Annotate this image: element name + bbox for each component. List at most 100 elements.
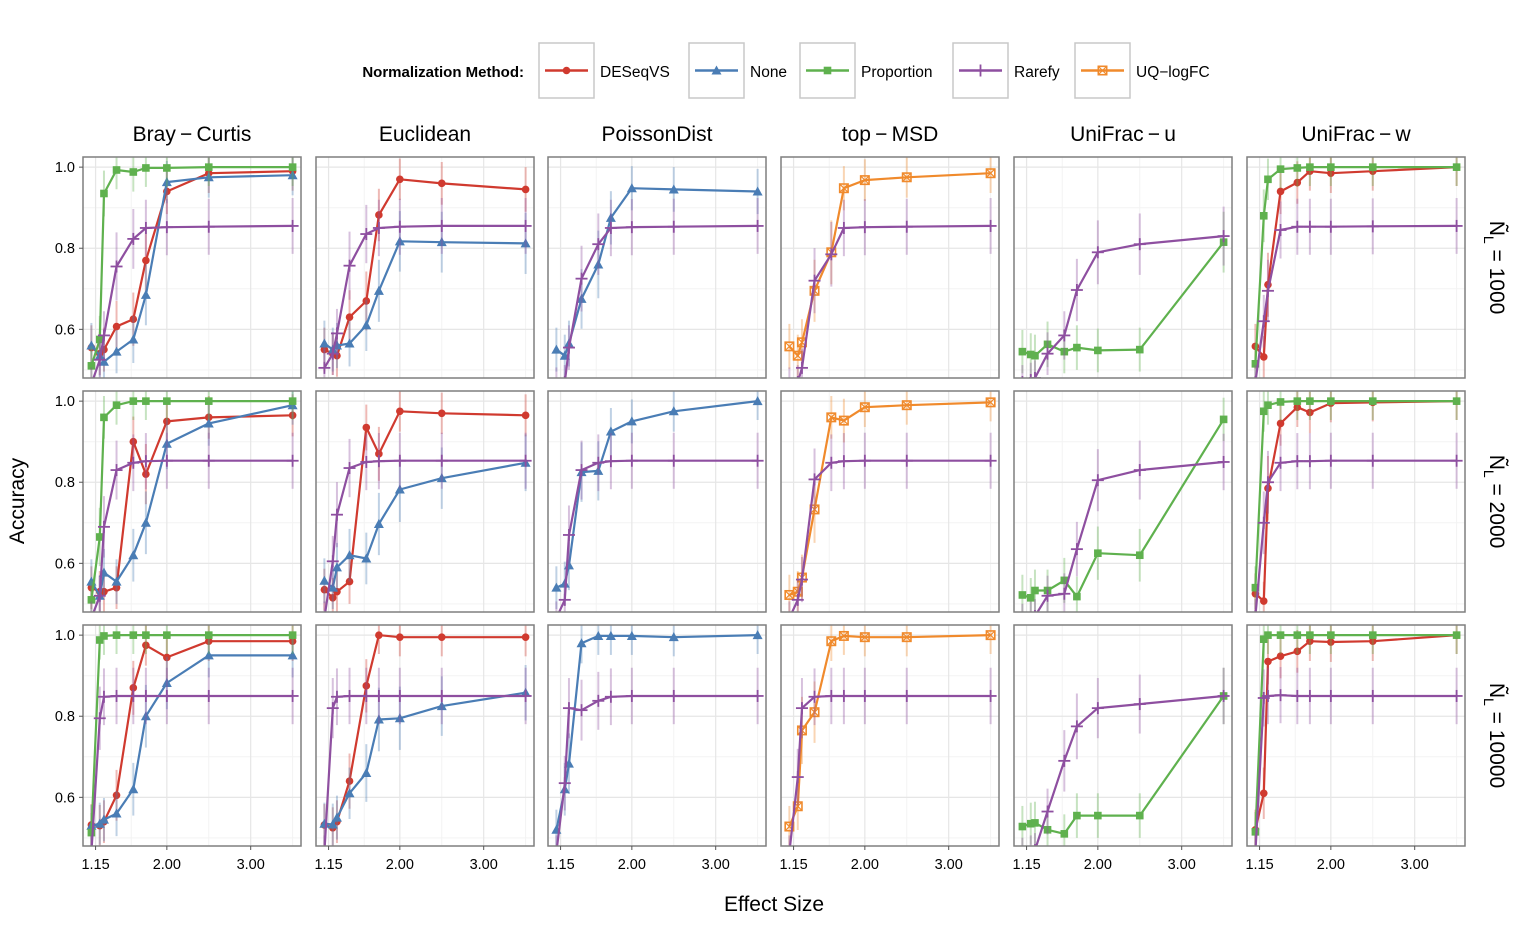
data-point [1041, 805, 1054, 818]
data-point [559, 578, 570, 588]
data-point [625, 221, 638, 234]
data-point [288, 411, 297, 420]
data-point-square [1031, 819, 1039, 827]
legend-label: None [750, 64, 787, 81]
panel-background [316, 391, 534, 612]
data-point [1251, 828, 1260, 836]
data-point-triangle [287, 650, 298, 660]
data-point [1091, 246, 1104, 259]
data-point [394, 484, 405, 494]
data-point-box [901, 400, 912, 411]
data-point [1135, 345, 1144, 354]
panel-r0-c4 [1013, 156, 1233, 379]
data-point [287, 650, 298, 660]
data-point-triangle [373, 714, 384, 724]
data-point-triangle [605, 630, 616, 640]
data-point-circle [142, 256, 150, 265]
data-point [1324, 220, 1337, 233]
data-point [575, 704, 588, 717]
data-point [1274, 223, 1287, 236]
data-point [1026, 819, 1035, 828]
panel-border [1013, 156, 1233, 379]
data-point-box [901, 172, 912, 183]
data-point [1217, 230, 1230, 243]
data-point-box [784, 341, 795, 352]
facet-column-label: PoissonDist [602, 123, 713, 146]
data-point [373, 519, 384, 529]
panel-series [551, 625, 764, 846]
data-point-triangle [436, 473, 447, 483]
y-tick-label: 0.6 [55, 790, 75, 806]
data-point [127, 456, 140, 469]
data-point [626, 416, 637, 426]
data-point [784, 589, 795, 600]
data-point-triangle [128, 784, 139, 794]
data-point [752, 396, 763, 406]
panel-series [86, 391, 299, 612]
data-point [129, 315, 138, 324]
data-point [93, 353, 106, 366]
data-point-square [204, 397, 213, 405]
data-point [435, 219, 448, 232]
data-point [1058, 754, 1071, 767]
data-point [1274, 456, 1287, 469]
data-point-square [112, 631, 121, 639]
data-point [1293, 631, 1302, 639]
data-point [837, 689, 850, 702]
data-point [286, 689, 299, 702]
data-point [901, 172, 912, 183]
data-point [330, 327, 343, 340]
panel-border [1013, 624, 1233, 847]
data-point-triangle [344, 788, 355, 798]
panel-border [547, 156, 767, 379]
data-point-circle [521, 633, 530, 641]
data-point [1368, 631, 1377, 639]
data-point-triangle [752, 630, 763, 640]
data-point [521, 411, 530, 420]
x-tick-label: 3.00 [237, 857, 265, 873]
panel-background [781, 625, 999, 846]
data-point-square [1018, 822, 1027, 831]
data-point [1276, 631, 1285, 639]
data-point [318, 361, 331, 374]
facet-row-label: ÑL = 1000 [1481, 221, 1509, 315]
panel-r1-c0: 0.6 0.8 1.0 [55, 390, 302, 613]
data-point [1073, 811, 1081, 820]
data-point [344, 788, 355, 798]
series-rarefy [1021, 206, 1230, 378]
data-point [326, 702, 339, 715]
data-point [326, 555, 339, 568]
data-point [1058, 587, 1071, 600]
data-point-box [792, 350, 803, 361]
panel-border [315, 390, 535, 613]
series-rarefy [555, 667, 764, 846]
data-point [592, 238, 605, 251]
data-point-box-x2 [797, 726, 807, 735]
data-point [1031, 819, 1039, 827]
data-point [204, 397, 213, 405]
data-point-square [1276, 398, 1285, 406]
data-point [393, 220, 406, 233]
facet-column-label: UniFrac − u [1070, 123, 1176, 146]
data-point [784, 341, 795, 352]
data-point [345, 777, 354, 785]
row-label-symbol: Ñ [1485, 683, 1509, 698]
legend-key-marker [823, 66, 832, 75]
data-point-circle [129, 315, 138, 324]
data-point-square [1073, 343, 1081, 352]
data-point-square [129, 631, 138, 639]
data-point [288, 631, 297, 639]
data-point-triangle [361, 320, 372, 330]
data-point [372, 455, 385, 468]
data-point [792, 350, 803, 361]
legend-title: Normalization Method: [362, 64, 524, 81]
panel-series [86, 157, 299, 378]
data-point [783, 612, 795, 624]
data-point-circle [345, 577, 354, 586]
data-point-square [1094, 811, 1102, 820]
data-point [362, 297, 371, 305]
data-point-box-x2 [860, 632, 870, 642]
data-point [202, 454, 215, 467]
data-point [1276, 165, 1285, 173]
data-point [838, 183, 849, 194]
